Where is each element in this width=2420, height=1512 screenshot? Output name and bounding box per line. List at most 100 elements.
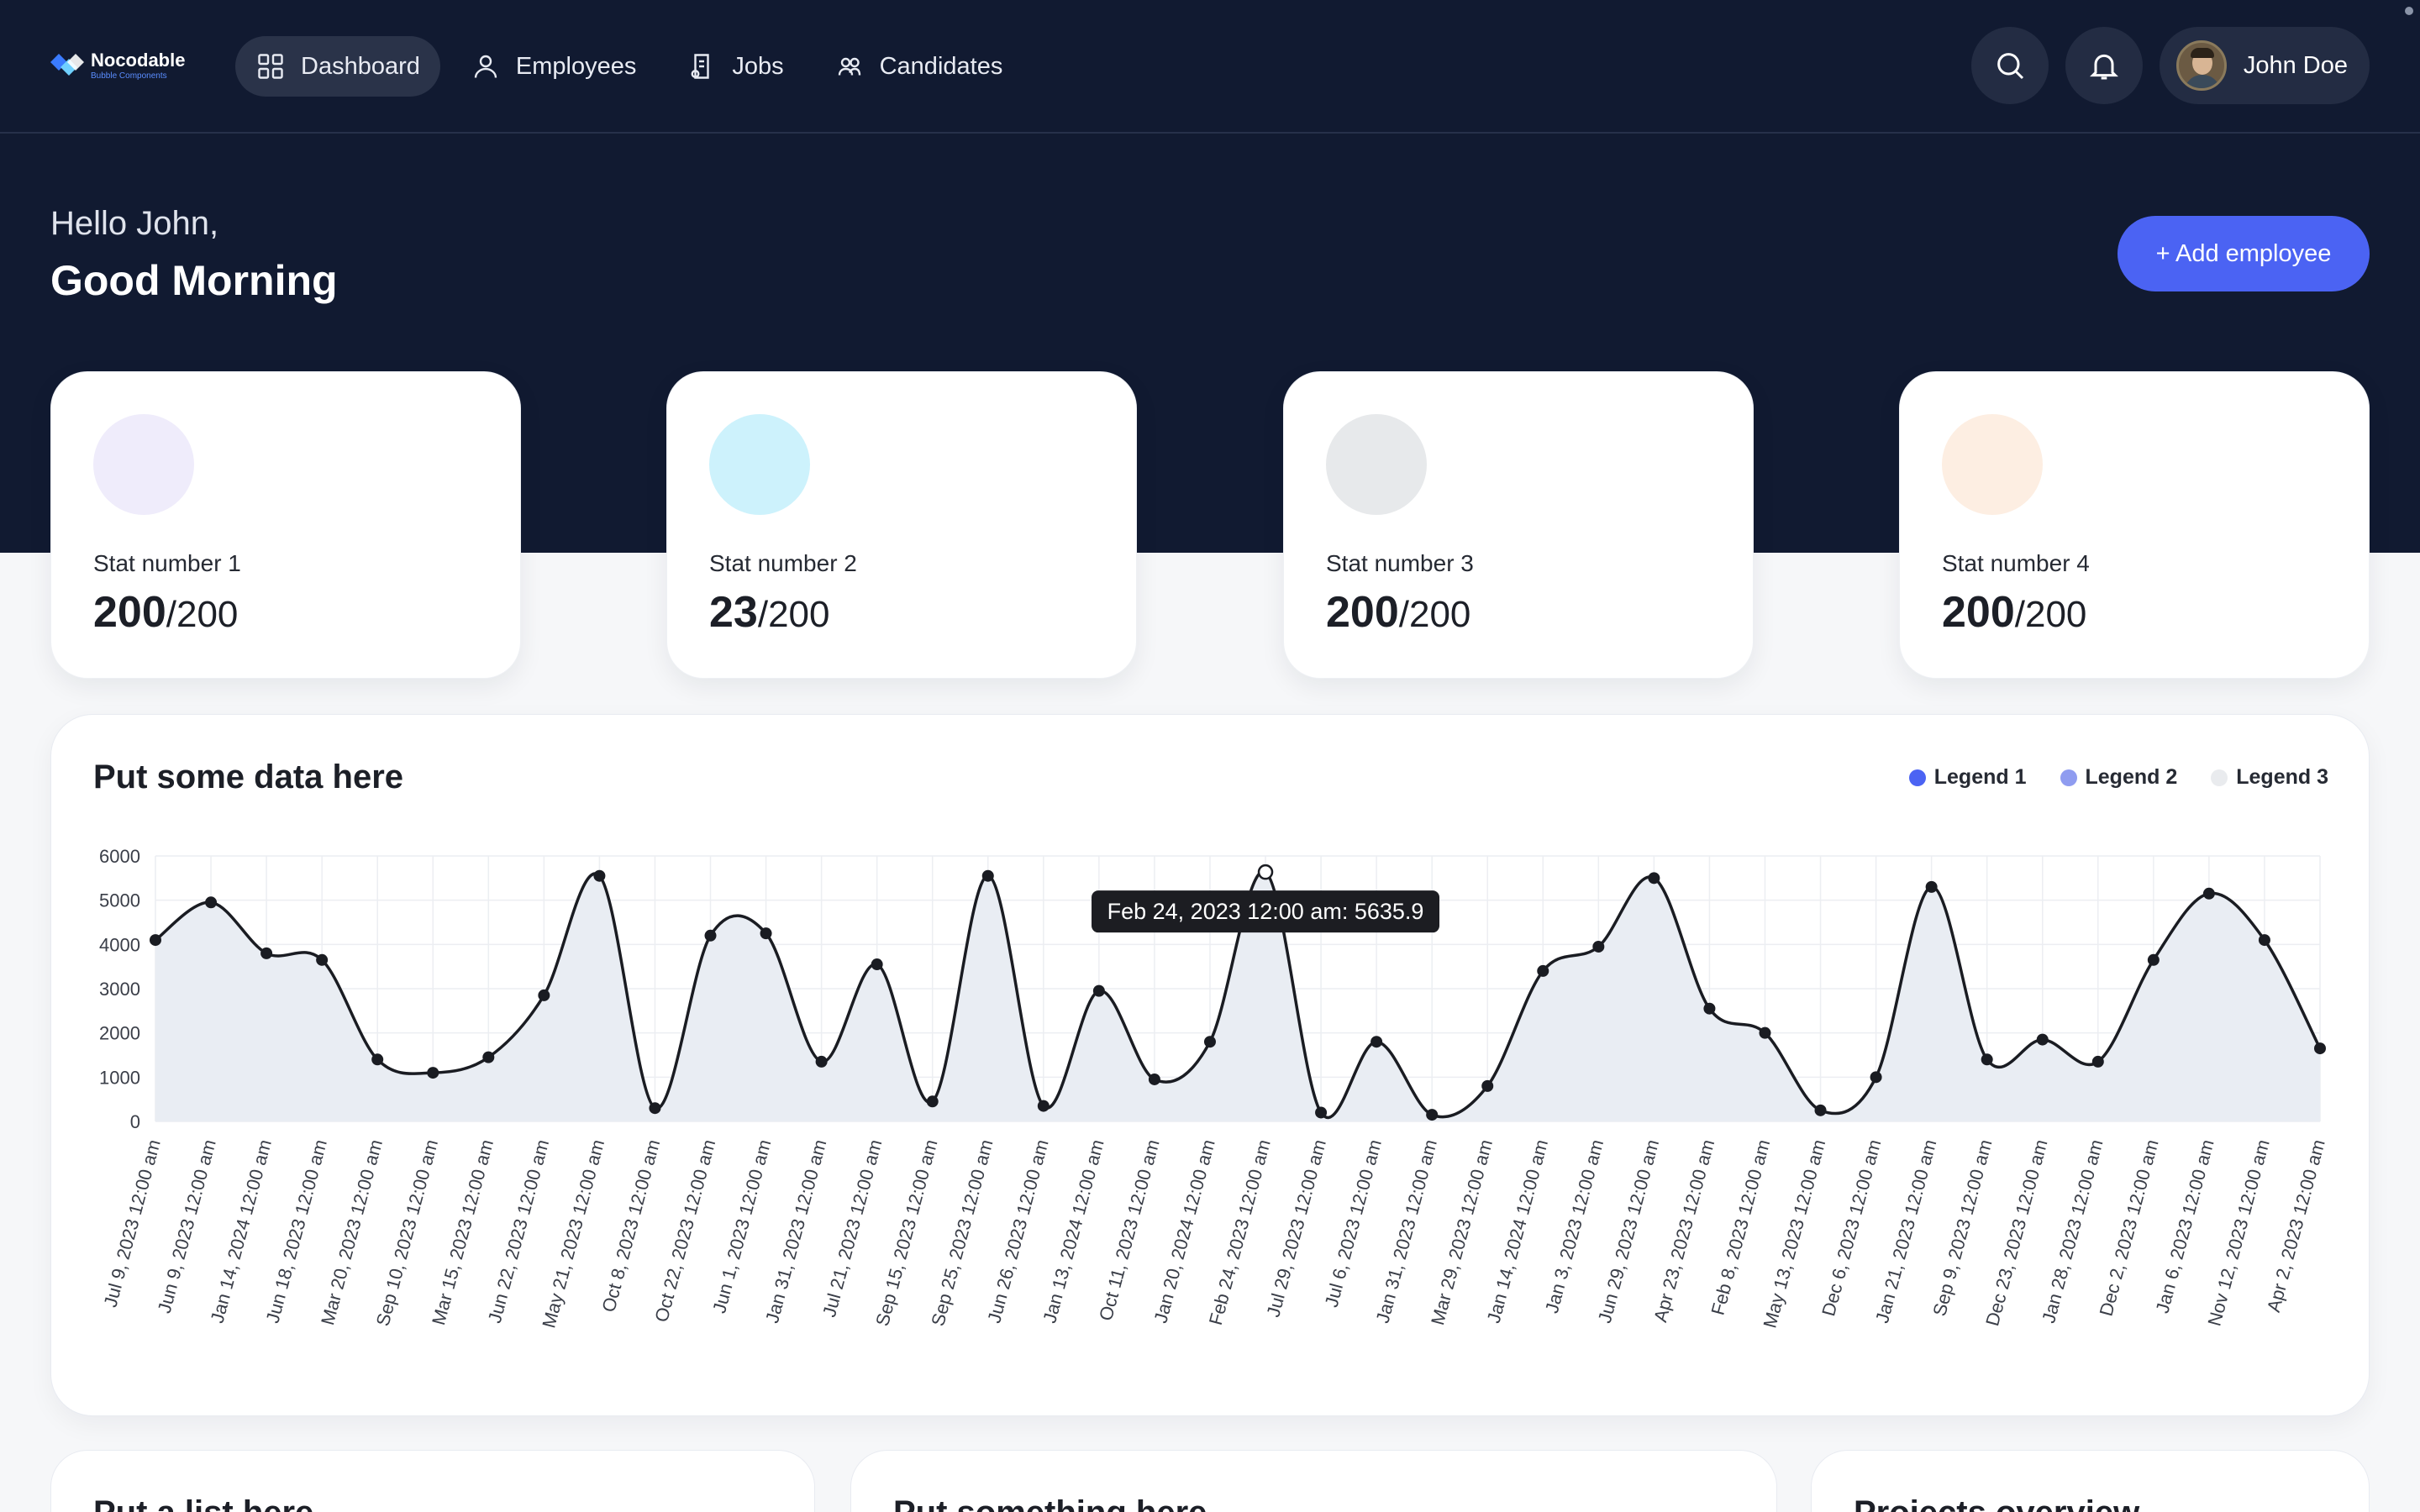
x-tick-label: Oct 22, 2023 12:00 am — [650, 1137, 719, 1325]
x-tick-label: Nov 12, 2023 12:00 am — [2203, 1137, 2273, 1328]
x-tick-label: Mar 29, 2023 12:00 am — [1427, 1137, 1497, 1327]
series-area-fill — [155, 871, 2320, 1121]
x-tick-label: Jan 3, 2023 12:00 am — [1541, 1137, 1607, 1315]
data-point — [1092, 984, 1105, 997]
stat-icon-circle — [1326, 414, 1427, 515]
search-button[interactable] — [1970, 27, 2049, 104]
stat-value: 200/200 — [1326, 588, 1471, 637]
nav-item-jobs[interactable]: Jobs — [666, 36, 803, 97]
x-tick-label: Jan 14, 2024 12:00 am — [207, 1137, 276, 1326]
stat-value: 200/200 — [1942, 588, 2087, 637]
user-icon — [474, 55, 497, 78]
x-tick-label: Jan 20, 2024 12:00 am — [1150, 1137, 1218, 1326]
y-tick-label: 4000 — [99, 934, 140, 955]
users-icon — [838, 57, 860, 76]
nav-item-dashboard[interactable]: Dashboard — [235, 36, 440, 97]
legend-item[interactable]: Legend 2 — [2060, 765, 2178, 790]
stat-icon-circle — [93, 414, 194, 515]
stat-label: Stat number 2 — [709, 550, 857, 576]
data-point — [1426, 1109, 1439, 1121]
legend-item[interactable]: Legend 1 — [1908, 765, 2027, 790]
x-tick-label: Jul 29, 2023 12:00 am — [1262, 1137, 1329, 1320]
bell-icon — [2089, 54, 2118, 80]
avatar — [2175, 40, 2227, 91]
stat-icon-circle — [709, 414, 810, 515]
x-tick-label: Dec 6, 2023 12:00 am — [1818, 1137, 1885, 1319]
logo-name: Nocodable — [91, 49, 186, 71]
x-tick-label: Dec 2, 2023 12:00 am — [2095, 1137, 2162, 1319]
x-tick-label: Jun 26, 2023 12:00 am — [983, 1137, 1052, 1326]
data-point — [1648, 872, 1660, 885]
x-tick-label: Jan 31, 2023 12:00 am — [761, 1137, 830, 1326]
stat-card: Stat number 2 23/200 — [666, 371, 1137, 679]
x-tick-label: Jul 21, 2023 12:00 am — [818, 1137, 886, 1320]
card-title: Put something here — [893, 1494, 1207, 1512]
x-tick-label: Jun 29, 2023 12:00 am — [1594, 1137, 1663, 1326]
user-menu[interactable]: John Doe — [2159, 27, 2370, 104]
data-point — [2036, 1033, 2049, 1046]
x-tick-label: Jan 13, 2024 12:00 am — [1039, 1137, 1107, 1326]
data-point — [2258, 934, 2270, 947]
x-tick-label: Apr 2, 2023 12:00 am — [2263, 1137, 2329, 1315]
greeting: Hello John, Good Morning — [50, 205, 338, 305]
legend-item[interactable]: Legend 3 — [2211, 765, 2328, 790]
stat-label: Stat number 3 — [1326, 550, 1474, 576]
x-tick-label: Jan 21, 2023 12:00 am — [1871, 1137, 1940, 1326]
chart-card: 0 1000 2000 3000 4000 5000 6000 Jul 9, 2023 12:… — [50, 714, 2370, 1416]
data-point — [649, 1102, 661, 1115]
something-card: Put something here — [850, 1450, 1777, 1512]
data-point — [593, 869, 606, 882]
nav-item-employees[interactable]: Employees — [450, 36, 656, 97]
data-point — [981, 869, 994, 882]
area-chart: 0 1000 2000 3000 4000 5000 6000 Jul 9, 2023 12:… — [99, 846, 2329, 1331]
data-point — [1148, 1073, 1160, 1085]
chart-title: Put some data here — [93, 759, 404, 795]
nav-actions: John Doe — [1970, 27, 2370, 104]
grid-icon — [258, 54, 283, 79]
x-tick-label: Jun 18, 2023 12:00 am — [262, 1137, 331, 1326]
y-tick-label: 3000 — [99, 979, 140, 1000]
x-tick-label: Sep 15, 2023 12:00 am — [871, 1137, 941, 1328]
nav-item-candidates[interactable]: Candidates — [814, 36, 1023, 97]
data-point — [1981, 1053, 1993, 1066]
app-logo[interactable]: Nocodable Bubble Components — [50, 50, 185, 81]
add-employee-button[interactable]: + Add employee — [2118, 216, 2370, 291]
logo-mark-icon — [50, 50, 84, 81]
data-point — [926, 1095, 939, 1108]
x-tick-label: Jan 31, 2023 12:00 am — [1372, 1137, 1441, 1326]
stat-label: Stat number 4 — [1942, 550, 2090, 576]
x-tick-label: Feb 8, 2023 12:00 am — [1707, 1137, 1774, 1317]
y-tick-label: 6000 — [99, 846, 140, 867]
data-point — [1870, 1071, 1882, 1084]
data-point — [1037, 1100, 1050, 1112]
chart-tooltip-text: Feb 24, 2023 12:00 am: 5635.9 — [1107, 899, 1424, 924]
chart-legend: Legend 1 Legend 2 Legend 3 — [1908, 765, 2328, 790]
stat-card: Stat number 4 200/200 — [1899, 371, 2370, 679]
data-point — [260, 947, 273, 959]
x-tick-label: May 13, 2023 12:00 am — [1759, 1137, 1829, 1331]
x-tick-label: Jan 28, 2023 12:00 am — [2038, 1137, 2107, 1326]
data-point — [2091, 1055, 2104, 1068]
data-point — [1257, 864, 1274, 880]
data-point — [815, 1055, 828, 1068]
x-tick-label: Jun 22, 2023 12:00 am — [484, 1137, 553, 1326]
data-point — [316, 953, 329, 966]
notifications-button[interactable] — [2065, 27, 2143, 104]
data-point — [427, 1067, 439, 1079]
data-point — [704, 929, 717, 942]
main-nav: Dashboard Employees Jobs Candidates — [235, 36, 1023, 97]
stat-icon-circle — [1942, 414, 2043, 515]
data-point — [1592, 940, 1605, 953]
data-point — [1315, 1106, 1328, 1119]
x-tick-label: Sep 25, 2023 12:00 am — [927, 1137, 997, 1328]
y-tick-label: 1000 — [99, 1067, 140, 1088]
x-tick-label: Jul 6, 2023 12:00 am — [1321, 1137, 1386, 1310]
data-point — [538, 989, 550, 1001]
data-point — [871, 958, 883, 971]
data-point — [482, 1051, 495, 1063]
nav-item-label: Candidates — [879, 52, 1003, 80]
data-point — [1203, 1036, 1216, 1048]
legend-label: Legend 2 — [2085, 765, 2178, 789]
card-title: Projects overview — [1854, 1494, 2139, 1512]
data-point — [1370, 1036, 1383, 1048]
